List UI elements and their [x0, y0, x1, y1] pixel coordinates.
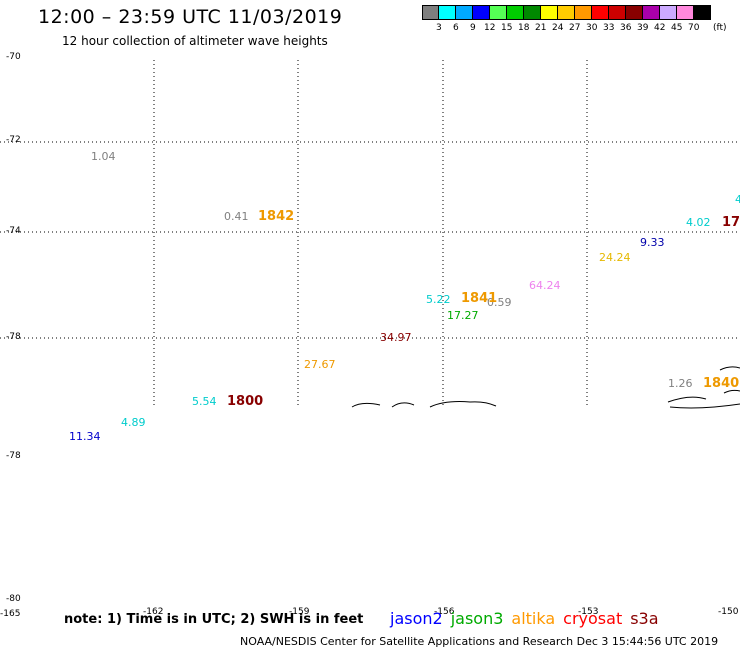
legend-jason2: jason2: [390, 609, 443, 628]
x-axis-label: -159: [289, 607, 310, 617]
legend-s3a: s3a: [630, 609, 659, 628]
coastline: [391, 402, 415, 408]
scale-tick-label: 21: [535, 23, 547, 33]
scale-swatch: [541, 5, 558, 20]
wave-height-value: 1.26: [668, 377, 693, 390]
scale-swatch: [575, 5, 592, 20]
x-axis-label: -150: [718, 607, 739, 617]
scale-tick-label: 9: [470, 23, 476, 33]
scale-tick-label: 33: [603, 23, 615, 33]
x-axis-label: -162: [143, 607, 164, 617]
scale-swatch: [558, 5, 575, 20]
scale-unit-label: (ft): [713, 23, 727, 33]
pass-time-label: 1842: [258, 209, 295, 224]
scale-tick-label: 27: [569, 23, 581, 33]
wave-height-value: 4.89: [121, 416, 146, 429]
credit-line: NOAA/NESDIS Center for Satellite Applica…: [240, 635, 719, 648]
map-subtitle: 12 hour collection of altimeter wave hei…: [62, 34, 328, 48]
scale-tick-label: 18: [518, 23, 530, 33]
legend-altika: altika: [511, 609, 556, 628]
wave-height-value: 0.59: [487, 296, 512, 309]
scale-swatch: [592, 5, 609, 20]
x-axis-label: -153: [578, 607, 599, 617]
scale-swatch: [524, 5, 541, 20]
wave-height-value: 64.24: [529, 279, 561, 292]
satellite-legend: jason2 jason3 altika cryosat s3a: [390, 609, 659, 628]
scale-tick-label: 15: [501, 23, 513, 33]
scale-tick-label: 36: [620, 23, 632, 33]
x-axis-label: -165: [0, 609, 21, 619]
wave-height-value: 4: [735, 193, 740, 206]
coastline: [723, 389, 740, 394]
wave-height-value: 17.27: [447, 309, 479, 322]
scale-swatch: [422, 5, 439, 20]
pass-time-label: 1800: [227, 394, 264, 409]
scale-tick-label: 70: [688, 23, 700, 33]
y-axis-label: -72: [6, 135, 21, 145]
pass-time-label: 1841: [461, 291, 498, 306]
legend-cryosat: cryosat: [563, 609, 623, 628]
pass-time-label: 17: [722, 215, 740, 230]
scale-tick-label: 30: [586, 23, 598, 33]
y-axis-label: -70: [6, 52, 21, 62]
scale-swatch: [473, 5, 490, 20]
coastline: [669, 403, 740, 409]
y-axis-label: -78: [6, 451, 21, 461]
wave-height-value: 5.54: [192, 395, 217, 408]
scale-tick-label: 39: [637, 23, 649, 33]
wave-height-value: 9.33: [640, 236, 665, 249]
y-axis-label: -80: [6, 594, 21, 604]
color-scale-legend: [422, 5, 711, 20]
coastline: [429, 401, 497, 408]
wave-height-value: 5.22: [426, 293, 451, 306]
x-axis-label: -156: [434, 607, 455, 617]
pass-time-label: 1840: [703, 376, 740, 391]
map-title: 12:00 – 23:59 UTC 11/03/2019: [38, 6, 343, 28]
wave-height-value: 34.97: [380, 331, 412, 344]
footnote: note: 1) Time is in UTC; 2) SWH is in fe…: [64, 612, 364, 627]
y-axis-label: -74: [6, 226, 21, 236]
scale-swatch: [626, 5, 643, 20]
coastline: [719, 366, 740, 371]
wave-height-value: 27.67: [304, 358, 336, 371]
wave-height-value: 11.34: [69, 430, 101, 443]
coastline: [351, 402, 381, 408]
legend-jason3: jason3: [450, 609, 504, 628]
scale-swatch: [456, 5, 473, 20]
wave-height-value: 0.41: [224, 210, 249, 223]
coastline: [667, 396, 707, 403]
scale-swatch: [439, 5, 456, 20]
scale-tick-label: 6: [453, 23, 459, 33]
scale-tick-label: 24: [552, 23, 564, 33]
scale-tick-label: 42: [654, 23, 666, 33]
scale-swatch: [643, 5, 660, 20]
scale-swatch: [677, 5, 694, 20]
scale-swatch: [507, 5, 524, 20]
wave-height-value: 1.04: [91, 150, 116, 163]
y-axis-label: -78: [6, 332, 21, 342]
scale-tick-label: 3: [436, 23, 442, 33]
scale-swatch: [694, 5, 711, 20]
wave-height-value: 24.24: [599, 251, 631, 264]
scale-swatch: [490, 5, 507, 20]
scale-tick-label: 12: [484, 23, 496, 33]
scale-swatch: [609, 5, 626, 20]
scale-swatch: [660, 5, 677, 20]
scale-tick-label: 45: [671, 23, 683, 33]
wave-height-value: 4.02: [686, 216, 711, 229]
